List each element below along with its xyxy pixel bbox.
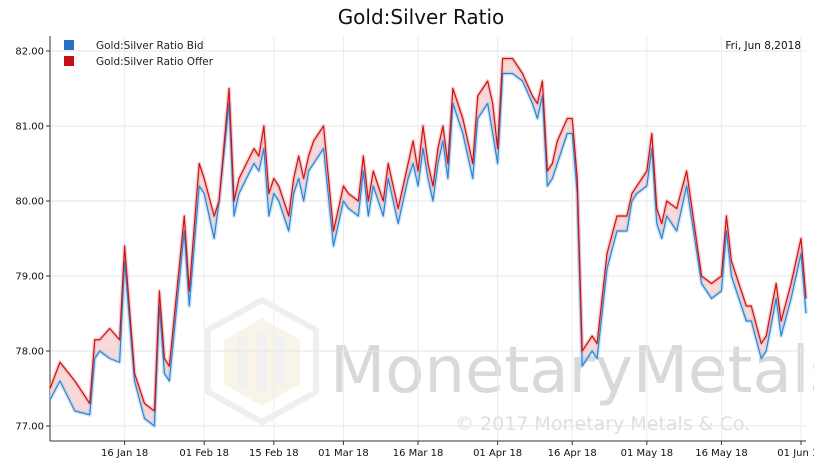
- x-tick-label: 16 Mar 18: [393, 448, 444, 459]
- x-tick-label: 16 Apr 18: [548, 448, 597, 459]
- x-tick-label: 01 Jun 18: [777, 448, 814, 459]
- y-tick-label: 81.00: [15, 122, 44, 133]
- watermark-copyright: © 2017 Monetary Metals & Co.: [455, 413, 750, 435]
- legend-swatch-bid: [64, 40, 74, 50]
- series-layer: [48, 56, 808, 428]
- x-tick-label: 01 Apr 18: [473, 448, 522, 459]
- legend: Gold:Silver Ratio Bid Gold:Silver Ratio …: [64, 40, 214, 68]
- grid: [50, 36, 806, 441]
- y-tick-label: 82.00: [15, 47, 44, 58]
- offer-series-line: [49, 57, 807, 412]
- plot-frame: [49, 36, 806, 442]
- date-label: Fri, Jun 8,2018: [725, 40, 801, 52]
- legend-swatch-offer: [64, 56, 74, 66]
- watermark: MonetaryMetals © 2017 Monetary Metals & …: [205, 296, 814, 435]
- y-tick-label: 80.00: [15, 197, 44, 208]
- bid-series-line: [49, 72, 807, 427]
- y-tick-label: 77.00: [15, 422, 44, 433]
- legend-label-bid: Gold:Silver Ratio Bid: [96, 40, 204, 52]
- x-tick-label: 01 Feb 18: [179, 448, 229, 459]
- legend-label-offer: Gold:Silver Ratio Offer: [96, 56, 214, 68]
- x-tick-label: 15 Feb 18: [249, 448, 299, 459]
- chart-title: Gold:Silver Ratio: [338, 5, 505, 29]
- y-tick-label: 78.00: [15, 347, 44, 358]
- x-tick-label: 16 Jan 18: [101, 448, 148, 459]
- x-tick-label: 16 May 18: [695, 448, 747, 459]
- x-axis: 16 Jan 18 01 Feb 18 15 Feb 18 01 Mar 18 16 M…: [101, 441, 814, 459]
- x-tick-label: 01 Mar 18: [318, 448, 369, 459]
- y-tick-label: 79.00: [15, 272, 44, 283]
- y-axis: 77.00 78.00 79.00 80.00 81.00 82.00: [15, 47, 50, 433]
- watermark-logo-icon: [205, 296, 319, 426]
- x-tick-label: 01 May 18: [621, 448, 673, 459]
